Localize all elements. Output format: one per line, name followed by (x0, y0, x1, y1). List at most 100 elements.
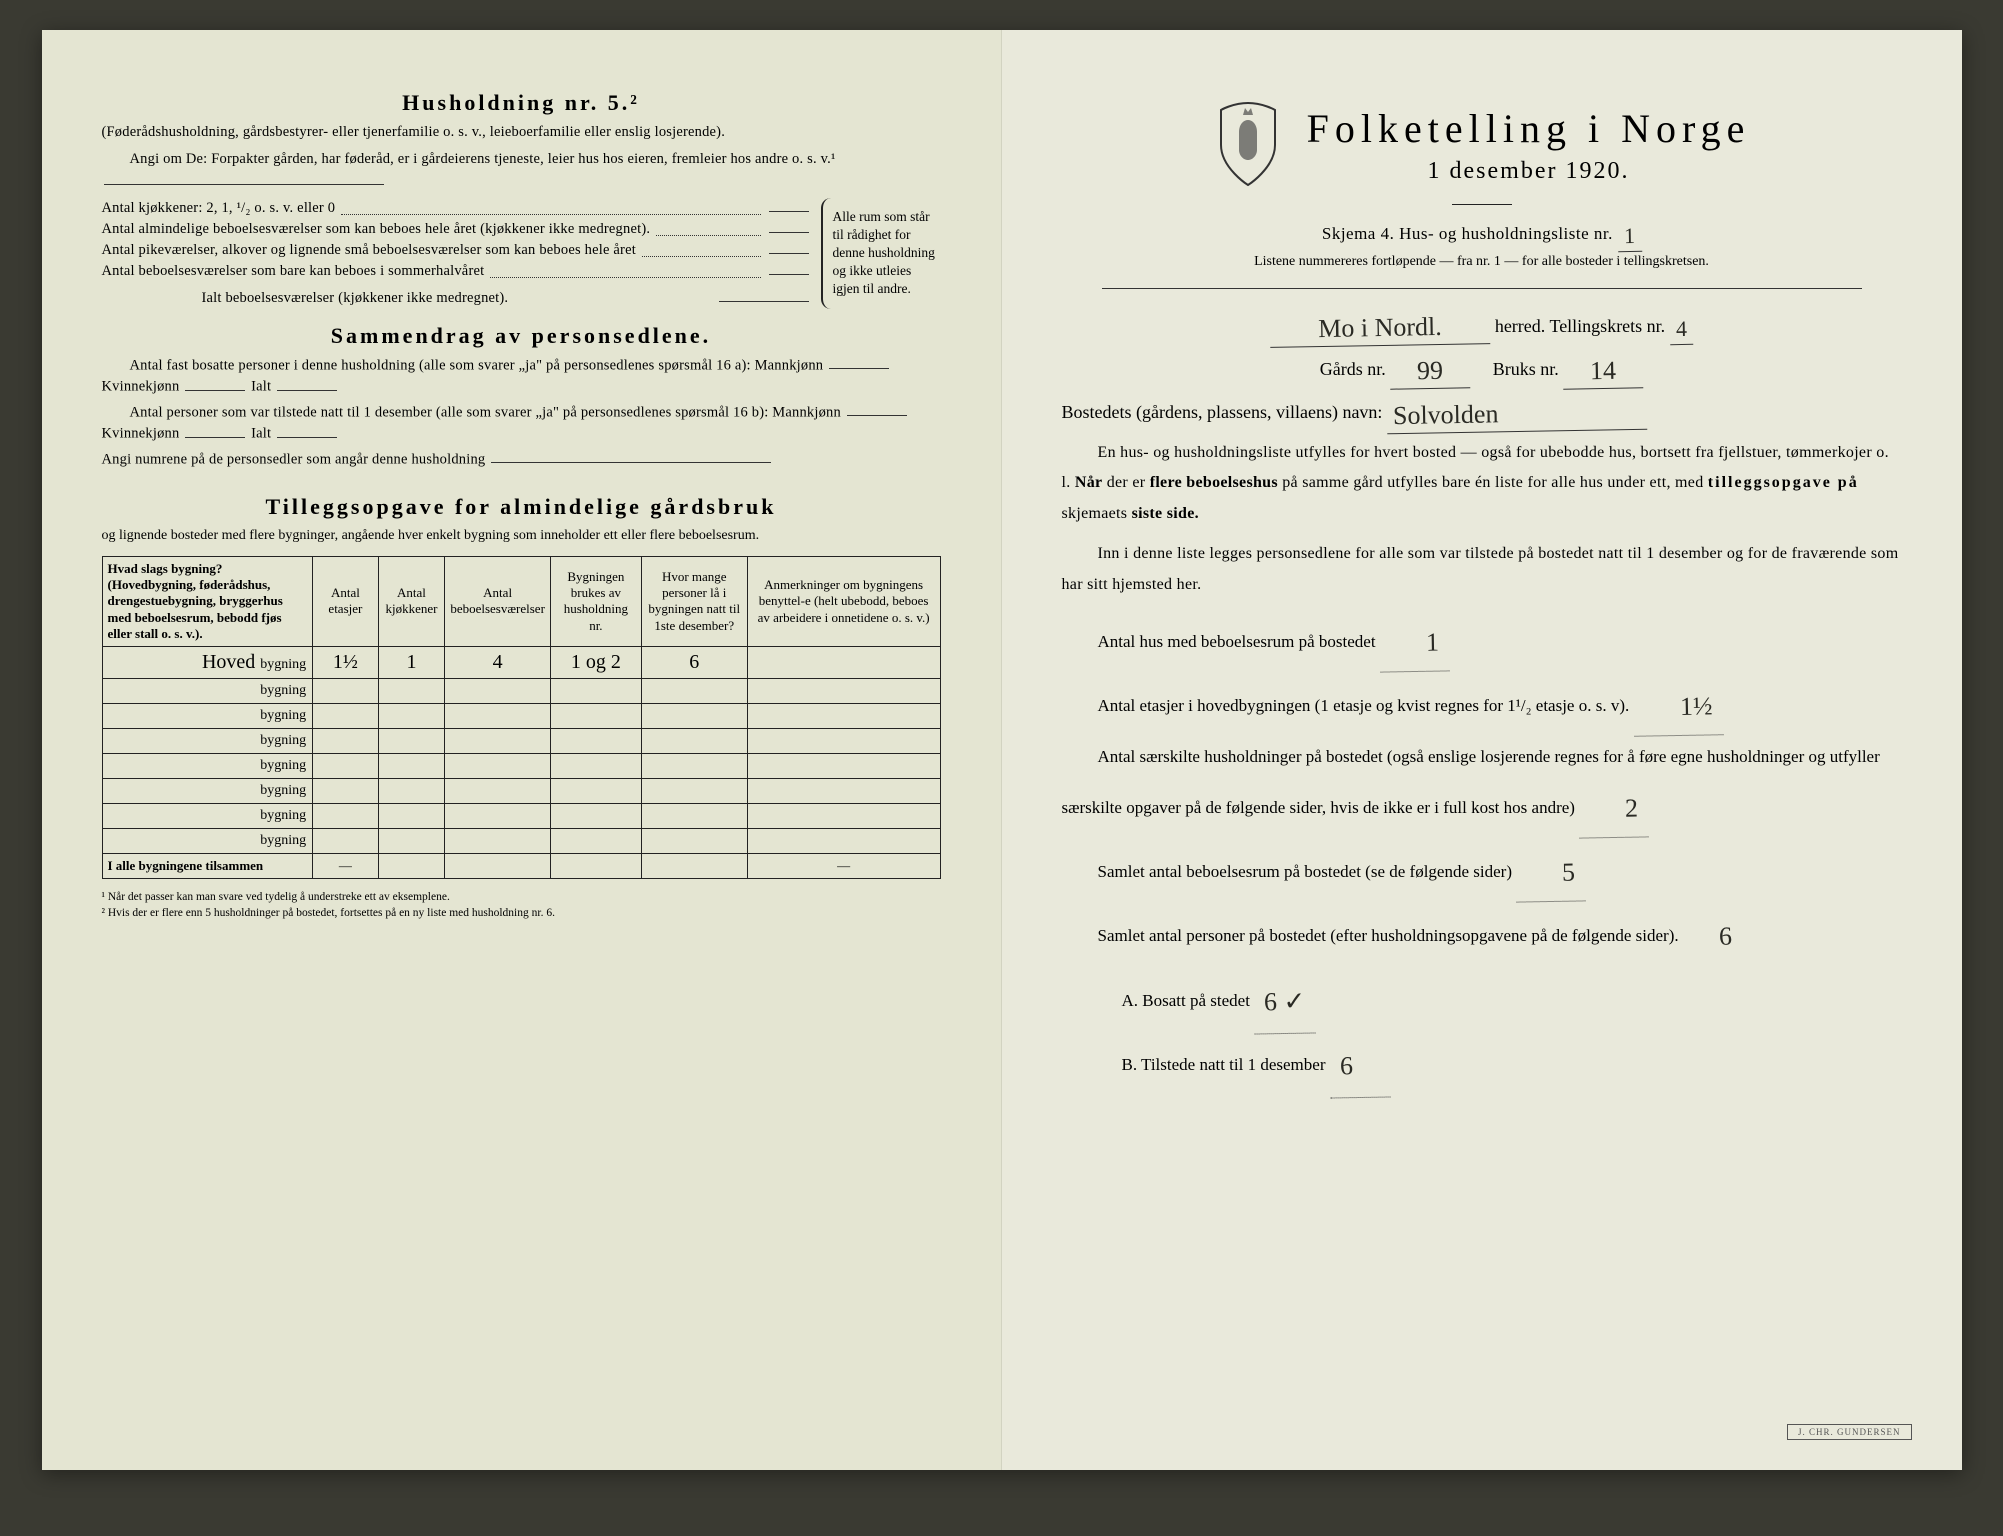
sammen-p2-text: Antal personer som var tilstede natt til… (130, 404, 841, 420)
sub-date: 1 desember 1920. (1307, 158, 1751, 185)
table-cell (747, 829, 940, 854)
angi-fill (104, 170, 384, 185)
sammen-p2: Antal personer som var tilstede natt til… (102, 402, 941, 445)
qA-row: A. Bosatt på stedet 6 ✓ (1122, 967, 1902, 1030)
table-cell (445, 779, 551, 804)
coat-of-arms-icon (1213, 100, 1283, 190)
skjema-nr: 1 (1617, 223, 1641, 252)
table-cell (445, 704, 551, 729)
table-header-row: Hvad slags bygning? (Hovedbygning, føder… (102, 556, 940, 646)
q2-label: Antal etasjer i hovedbygningen (1 etasje… (1098, 696, 1630, 715)
bygning-type-cell: Hoved bygning (102, 647, 313, 679)
table-row: bygning (102, 829, 940, 854)
table-cell (445, 829, 551, 854)
table-cell (378, 729, 445, 754)
rule (1102, 288, 1862, 289)
q3-answer: 2 (1579, 779, 1649, 838)
q2-row: Antal etasjer i hovedbygningen (1 etasje… (1062, 674, 1902, 732)
para-1: En hus- og husholdningsliste utfylles fo… (1062, 438, 1902, 529)
table-cell (445, 804, 551, 829)
table-cell: 1 (378, 647, 445, 679)
table-cell (641, 729, 747, 754)
table-row: bygning (102, 679, 940, 704)
table-cell (313, 829, 378, 854)
ialt2-label: Ialt (251, 426, 271, 442)
table-cell (747, 647, 940, 679)
table-cell (378, 754, 445, 779)
table-cell (378, 804, 445, 829)
q5-answer: 6 (1682, 908, 1732, 966)
right-page: Folketelling i Norge 1 desember 1920. Sk… (1002, 30, 1962, 1470)
sammen-p1: Antal fast bosatte personer i denne hush… (102, 355, 941, 398)
bygning-type-cell: bygning (102, 729, 313, 754)
th-1: Antal etasjer (313, 556, 378, 646)
para-2: Inn i denne liste legges personsedlene f… (1062, 539, 1902, 600)
bygning-suffix: bygning (260, 833, 306, 848)
sommer-label: Antal beboelsesværelser som bare kan beb… (102, 261, 485, 282)
sommer-fill (769, 261, 809, 276)
main-title: Folketelling i Norge (1307, 105, 1751, 152)
table-cell: 1½ (313, 647, 378, 679)
qB-answer: 6 (1329, 1034, 1390, 1098)
table-row: bygning (102, 804, 940, 829)
kjokken-label: Antal kjøkkener: 2, 1, ¹/₂ o. s. v. elle… (102, 198, 336, 219)
skjema-label: Skjema 4. Hus- og husholdningsliste nr. (1322, 224, 1613, 243)
total-1 (378, 854, 445, 879)
printer-stamp: J. CHR. GUNDERSEN (1787, 1424, 1912, 1440)
table-cell (550, 679, 641, 704)
q4-label: Samlet antal beboelsesrum på bostedet (s… (1098, 862, 1512, 881)
footnotes: ¹ Når det passer kan man svare ved tydel… (102, 889, 941, 921)
table-cell (445, 679, 551, 704)
table-cell (747, 729, 940, 754)
bygning-suffix: bygning (260, 657, 306, 672)
table-cell (550, 779, 641, 804)
mk1-fill (829, 355, 889, 370)
table-row: bygning (102, 704, 940, 729)
th-0: Hvad slags bygning? (Hovedbygning, føder… (102, 556, 313, 646)
table-cell: 6 (641, 647, 747, 679)
sammen-p3: Angi numrene på de personsedler som angå… (102, 449, 941, 471)
title-block: Folketelling i Norge 1 desember 1920. (1062, 100, 1902, 190)
q5-row: Samlet antal personer på bostedet (efter… (1062, 904, 1902, 961)
bygning-suffix: bygning (260, 758, 306, 773)
table-cell (747, 679, 940, 704)
bygning-table: Hvad slags bygning? (Hovedbygning, føder… (102, 556, 941, 879)
table-cell (550, 754, 641, 779)
table-cell: 4 (445, 647, 551, 679)
table-cell (641, 679, 747, 704)
kv2-fill (185, 423, 245, 438)
table-cell (313, 779, 378, 804)
qB-row: B. Tilstede natt til 1 desember 6 (1122, 1031, 1902, 1094)
th-4: Bygningen brukes av husholdning nr. (550, 556, 641, 646)
pike-fill (769, 240, 809, 255)
qB-label: B. Tilstede natt til 1 desember (1122, 1055, 1326, 1074)
qA-label: A. Bosatt på stedet (1122, 991, 1250, 1010)
table-cell (641, 829, 747, 854)
ab-list: A. Bosatt på stedet 6 ✓ B. Tilstede natt… (1122, 967, 1902, 1094)
total-3 (550, 854, 641, 879)
gards-label: Gårds nr. (1320, 359, 1386, 379)
th-3: Antal beboelsesværelser (445, 556, 551, 646)
list-note: Listene nummereres fortløpende — fra nr.… (1062, 254, 1902, 270)
kv1-label: Kvinnekjønn (102, 379, 180, 395)
th-6: Anmerkninger om bygningens benyttel-e (h… (747, 556, 940, 646)
bygning-suffix: bygning (260, 683, 306, 698)
table-cell (445, 729, 551, 754)
q1-label: Antal hus med beboelsesrum på bostedet (1098, 632, 1376, 651)
table-cell (641, 804, 747, 829)
q3-row: Antal særskilte husholdninger på bostede… (1062, 738, 1902, 834)
table-cell (550, 704, 641, 729)
q4-answer: 5 (1516, 843, 1586, 902)
sammen-p3-text: Angi numrene på de personsedler som angå… (102, 451, 486, 467)
bruks-label: Bruks nr. (1493, 359, 1559, 379)
mk2-fill (847, 402, 907, 417)
pike-label: Antal pikeværelser, alkover og lignende … (102, 240, 636, 261)
ialt2-fill (277, 423, 337, 438)
document-spread: Husholdning nr. 5.² (Føderådshusholdning… (42, 30, 1962, 1470)
total-4 (641, 854, 747, 879)
total-5: — (747, 854, 940, 879)
herred-value: Mo i Nordl. (1270, 311, 1491, 348)
bosted-row: Bostedets (gårdens, plassens, villaens) … (1062, 395, 1902, 428)
left-page: Husholdning nr. 5.² (Føderådshusholdning… (42, 30, 1002, 1470)
table-cell (378, 829, 445, 854)
